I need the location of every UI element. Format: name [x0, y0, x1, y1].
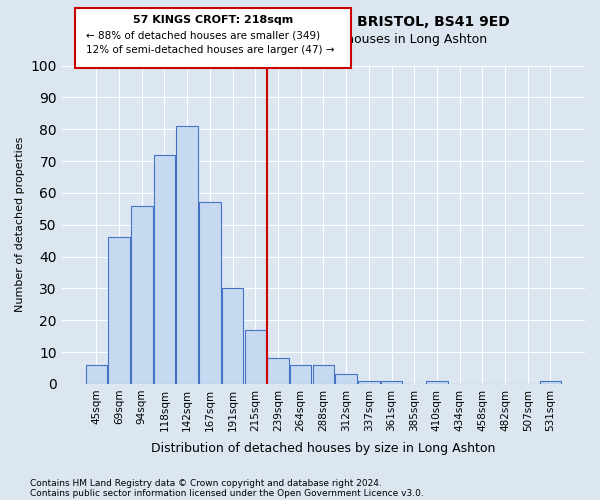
Bar	[199, 202, 221, 384]
Bar	[267, 358, 289, 384]
Text: Contains public sector information licensed under the Open Government Licence v3: Contains public sector information licen…	[30, 488, 424, 498]
Bar	[381, 380, 402, 384]
Bar	[313, 365, 334, 384]
Bar	[335, 374, 357, 384]
Bar	[245, 330, 266, 384]
Bar	[222, 288, 244, 384]
Bar	[154, 154, 175, 384]
Bar	[426, 380, 448, 384]
Bar	[290, 365, 311, 384]
Text: Contains HM Land Registry data © Crown copyright and database right 2024.: Contains HM Land Registry data © Crown c…	[30, 478, 382, 488]
X-axis label: Distribution of detached houses by size in Long Ashton: Distribution of detached houses by size …	[151, 442, 496, 455]
Text: 57, KINGS CROFT, LONG ASHTON, BRISTOL, BS41 9ED: 57, KINGS CROFT, LONG ASHTON, BRISTOL, B…	[90, 15, 510, 29]
Bar	[131, 206, 152, 384]
Text: 12% of semi-detached houses are larger (47) →: 12% of semi-detached houses are larger (…	[86, 45, 334, 55]
Bar	[176, 126, 198, 384]
Text: Size of property relative to detached houses in Long Ashton: Size of property relative to detached ho…	[112, 32, 488, 46]
Bar	[108, 238, 130, 384]
Bar	[86, 365, 107, 384]
Text: ← 88% of detached houses are smaller (349): ← 88% of detached houses are smaller (34…	[86, 30, 320, 40]
Bar	[539, 380, 561, 384]
Bar	[358, 380, 380, 384]
Text: 57 KINGS CROFT: 218sqm: 57 KINGS CROFT: 218sqm	[133, 15, 293, 25]
Y-axis label: Number of detached properties: Number of detached properties	[15, 137, 25, 312]
